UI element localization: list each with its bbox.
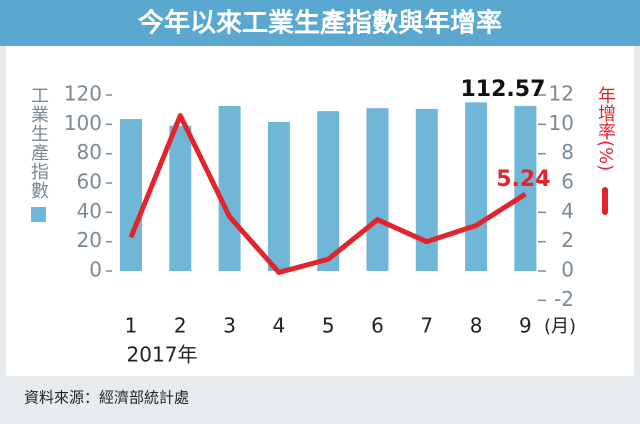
y2-tick-label: 12	[549, 82, 574, 106]
y-tick-label: 60	[77, 170, 102, 194]
bar	[415, 108, 438, 271]
x-tick-label: 6	[371, 314, 384, 338]
y2-tick-label: 4	[561, 199, 574, 223]
x-axis-label: 2017年	[127, 343, 198, 367]
source: 資料來源：經濟部統計處	[24, 389, 189, 407]
bar	[169, 125, 192, 271]
bar	[317, 111, 340, 271]
chart-title: 今年以來工業生產指數與年增率	[138, 8, 502, 39]
bar	[514, 105, 537, 271]
legend-bar-swatch	[31, 207, 46, 222]
line	[128, 113, 527, 275]
x-tick-label: 5	[322, 314, 335, 338]
bar	[120, 119, 142, 271]
y2-axis-label: 年增率(%)	[595, 86, 616, 171]
y-tick-label: 40	[77, 199, 102, 223]
y2-tick-label: 10	[549, 111, 574, 135]
y2-tick-label: -2	[554, 287, 574, 311]
y2-tick-label: 8	[561, 140, 574, 164]
y2-tick-label: 2	[561, 228, 574, 252]
y2-tick-label: 6	[561, 170, 574, 194]
y-axis-label: 工業生產指數	[28, 86, 49, 200]
x-tick-label: 3	[223, 314, 236, 338]
bar	[267, 121, 290, 271]
bar	[465, 102, 488, 271]
bar	[218, 106, 241, 271]
line-value-label: 5.24	[496, 167, 550, 192]
bar	[366, 108, 389, 271]
y-tick-label: 80	[77, 140, 102, 164]
y-tick-label: 120	[64, 82, 102, 106]
x-tick-label: 8	[470, 314, 483, 338]
y-tick-label: 0	[89, 258, 102, 282]
y2-tick-label: 0	[561, 258, 574, 282]
x-tick-label: 1	[125, 314, 138, 338]
x-unit: (月)	[544, 316, 576, 337]
title-banner	[0, 0, 640, 46]
x-tick-label: 7	[420, 314, 433, 338]
y-tick-label: 100	[64, 111, 102, 135]
x-tick-label: 9	[519, 314, 532, 338]
x-tick-label: 2	[174, 314, 187, 338]
y-tick-label: 20	[77, 228, 102, 252]
bar-value-label: 112.57	[460, 77, 545, 102]
x-tick-label: 4	[273, 314, 286, 338]
